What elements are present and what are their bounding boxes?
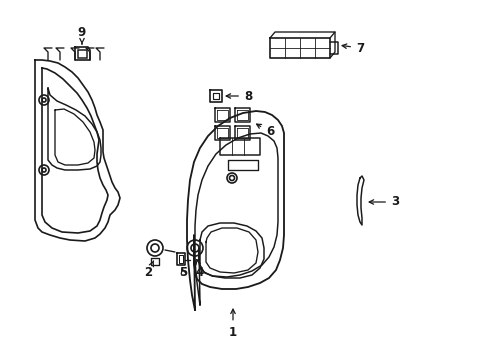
- Text: 3: 3: [368, 195, 398, 208]
- Text: 6: 6: [256, 124, 274, 139]
- Text: 2: 2: [143, 261, 153, 279]
- Text: 5: 5: [179, 265, 187, 279]
- Text: 8: 8: [226, 90, 252, 103]
- Text: 4: 4: [196, 260, 203, 279]
- Text: 7: 7: [342, 41, 364, 54]
- Text: 9: 9: [78, 26, 86, 44]
- Text: 1: 1: [228, 309, 237, 338]
